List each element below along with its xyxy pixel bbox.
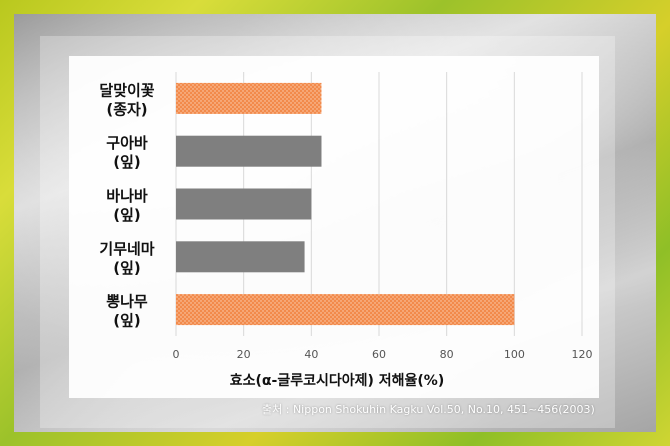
x-axis-title: 효소(α-글루코시다아제) 저해율(%) (230, 372, 444, 389)
chart-panel (69, 56, 599, 398)
x-tick-label: 20 (237, 348, 251, 361)
bar (176, 188, 312, 220)
source-note: 출처 : Nippon Shokuhin Kagku Vol.50, No.10… (262, 403, 595, 416)
x-tick-label: 100 (504, 348, 525, 361)
x-tick-label: 40 (304, 348, 318, 361)
bars (176, 82, 515, 326)
bar (176, 294, 515, 326)
x-tick-label: 60 (372, 348, 386, 361)
x-tick-label: 0 (173, 348, 180, 361)
category-label: 뽕나무 (잎) (106, 293, 148, 330)
bar (176, 241, 305, 273)
category-label: 기무네마 (잎) (99, 240, 154, 277)
x-tick-label: 80 (440, 348, 454, 361)
category-label: 바나바 (잎) (106, 187, 148, 224)
x-tick-labels: 0 20 40 60 80 100 120 (173, 348, 593, 361)
category-label: 구아바 (잎) (106, 134, 148, 171)
bar (176, 135, 322, 167)
bar (176, 82, 322, 114)
category-label: 달맞이꽃 (종자) (99, 81, 154, 118)
x-tick-label: 120 (572, 348, 593, 361)
gridlines (175, 72, 583, 336)
category-labels: 달맞이꽃 (종자) 구아바 (잎) 바나바 (잎) 기무네마 (잎) 뽕나무 (잎) (99, 81, 154, 329)
